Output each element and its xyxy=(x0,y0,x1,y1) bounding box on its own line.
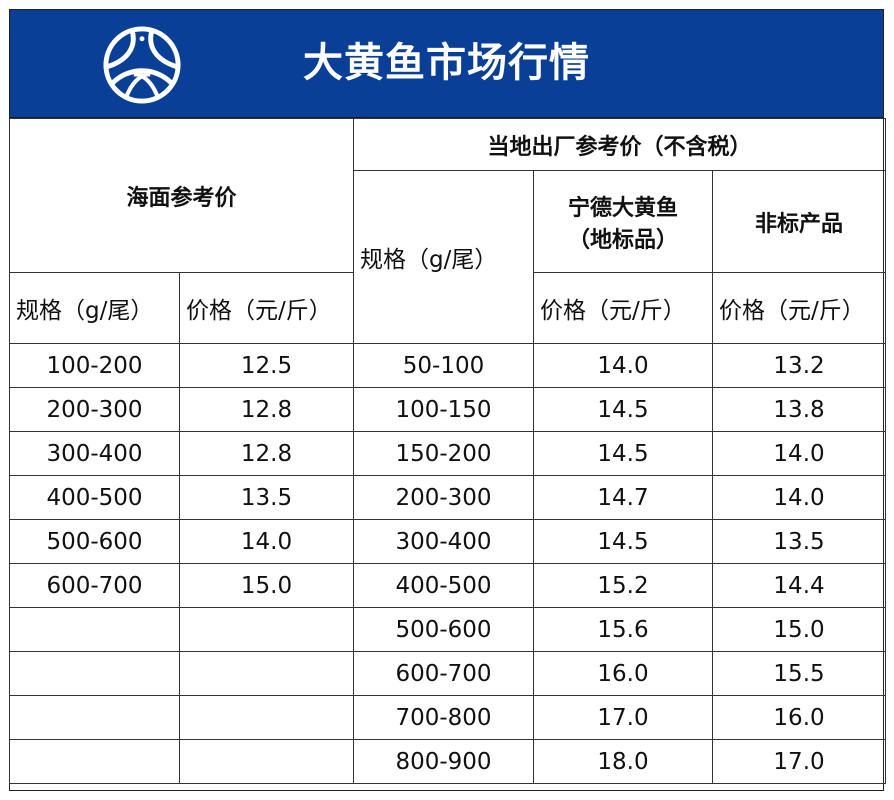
nonstandard-price-cell: 14.0 xyxy=(712,431,887,476)
sea-spec-cell xyxy=(9,739,180,784)
factory-spec-cell: 500-600 xyxy=(353,607,535,652)
table-row: 500-600 14.0 300-400 14.5 13.5 xyxy=(9,519,887,564)
factory-reference-price-header: 当地出厂参考价（不含税） xyxy=(353,118,887,171)
sea-price-cell xyxy=(178,607,355,652)
table-row: 600-700 15.0 400-500 15.2 14.4 xyxy=(9,563,887,608)
ningde-price-cell: 15.6 xyxy=(533,607,714,652)
table-row: 500-600 15.6 15.0 xyxy=(9,607,887,652)
sea-spec-cell: 300-400 xyxy=(9,431,180,476)
factory-spec-cell: 700-800 xyxy=(353,695,535,740)
factory-spec-cell: 600-700 xyxy=(353,651,535,696)
table-row: 100-200 12.5 50-100 14.0 13.2 xyxy=(9,343,887,388)
sea-spec-cell xyxy=(9,695,180,740)
nonstandard-price-cell: 13.5 xyxy=(712,519,887,564)
ningde-price-cell: 16.0 xyxy=(533,651,714,696)
sea-spec-header: 规格（g/尾） xyxy=(9,272,180,344)
nonstandard-price-header: 价格（元/斤） xyxy=(712,272,887,344)
circular-fish-logo-icon xyxy=(103,26,181,104)
factory-spec-header: 规格（g/尾） xyxy=(353,170,535,344)
factory-spec-cell: 50-100 xyxy=(353,343,535,388)
ningde-header-line1: 宁德大黄鱼 xyxy=(568,195,679,221)
sea-spec-cell: 600-700 xyxy=(9,563,180,608)
ningde-price-cell: 17.0 xyxy=(533,695,714,740)
price-table: 海面参考价 当地出厂参考价（不含税） 规格（g/尾） 宁德大黄鱼 （地标品） 非… xyxy=(8,118,887,784)
ningde-price-header: 价格（元/斤） xyxy=(533,272,714,344)
sea-price-cell: 15.0 xyxy=(178,563,355,608)
sea-spec-cell xyxy=(9,651,180,696)
nonstandard-price-cell: 14.0 xyxy=(712,475,887,520)
table-row: 700-800 17.0 16.0 xyxy=(9,695,887,740)
title-banner: 大黄鱼市场行情 xyxy=(10,10,883,119)
nonstandard-price-cell: 13.8 xyxy=(712,387,887,432)
sea-price-cell xyxy=(178,651,355,696)
factory-spec-cell: 400-500 xyxy=(353,563,535,608)
sea-spec-cell xyxy=(9,607,180,652)
sea-spec-cell: 400-500 xyxy=(9,475,180,520)
sea-price-header: 价格（元/斤） xyxy=(178,272,355,344)
nonstandard-price-cell: 13.2 xyxy=(712,343,887,388)
sea-price-cell: 12.8 xyxy=(178,387,355,432)
ningde-price-cell: 14.5 xyxy=(533,519,714,564)
factory-spec-cell: 150-200 xyxy=(353,431,535,476)
price-sheet: 大黄鱼市场行情 海面参考价 当地出厂参考价（不含税） 规格（g/尾） 宁德大黄鱼… xyxy=(8,9,887,791)
table-row: 600-700 16.0 15.5 xyxy=(9,651,887,696)
table-row: 800-900 18.0 17.0 xyxy=(9,739,887,784)
ningde-price-cell: 14.0 xyxy=(533,343,714,388)
sea-reference-price-header: 海面参考价 xyxy=(8,118,355,273)
factory-spec-cell: 100-150 xyxy=(353,387,535,432)
ningde-price-cell: 14.5 xyxy=(533,431,714,476)
nonstandard-price-cell: 15.0 xyxy=(712,607,887,652)
sea-price-cell: 14.0 xyxy=(178,519,355,564)
factory-spec-cell: 200-300 xyxy=(353,475,535,520)
ningde-price-cell: 14.5 xyxy=(533,387,714,432)
ningde-header-line2: （地标品） xyxy=(568,227,679,253)
table-row: 300-400 12.8 150-200 14.5 14.0 xyxy=(9,431,887,476)
sea-price-cell: 12.8 xyxy=(178,431,355,476)
sea-spec-cell: 100-200 xyxy=(9,343,180,388)
ningde-header: 宁德大黄鱼 （地标品） xyxy=(533,170,714,273)
sea-spec-cell: 200-300 xyxy=(9,387,180,432)
nonstandard-price-cell: 16.0 xyxy=(712,695,887,740)
nonstandard-header: 非标产品 xyxy=(712,170,887,273)
table-row: 400-500 13.5 200-300 14.7 14.0 xyxy=(9,475,887,520)
ningde-price-cell: 14.7 xyxy=(533,475,714,520)
sea-price-cell xyxy=(178,739,355,784)
sea-price-cell xyxy=(178,695,355,740)
sea-price-cell: 13.5 xyxy=(178,475,355,520)
table-row: 200-300 12.8 100-150 14.5 13.8 xyxy=(9,387,887,432)
factory-spec-cell: 300-400 xyxy=(353,519,535,564)
factory-spec-cell: 800-900 xyxy=(353,739,535,784)
nonstandard-price-cell: 14.4 xyxy=(712,563,887,608)
nonstandard-price-cell: 17.0 xyxy=(712,739,887,784)
ningde-price-cell: 18.0 xyxy=(533,739,714,784)
ningde-price-cell: 15.2 xyxy=(533,563,714,608)
page-title: 大黄鱼市场行情 xyxy=(303,40,590,86)
nonstandard-price-cell: 15.5 xyxy=(712,651,887,696)
sea-price-cell: 12.5 xyxy=(178,343,355,388)
sea-spec-cell: 500-600 xyxy=(9,519,180,564)
